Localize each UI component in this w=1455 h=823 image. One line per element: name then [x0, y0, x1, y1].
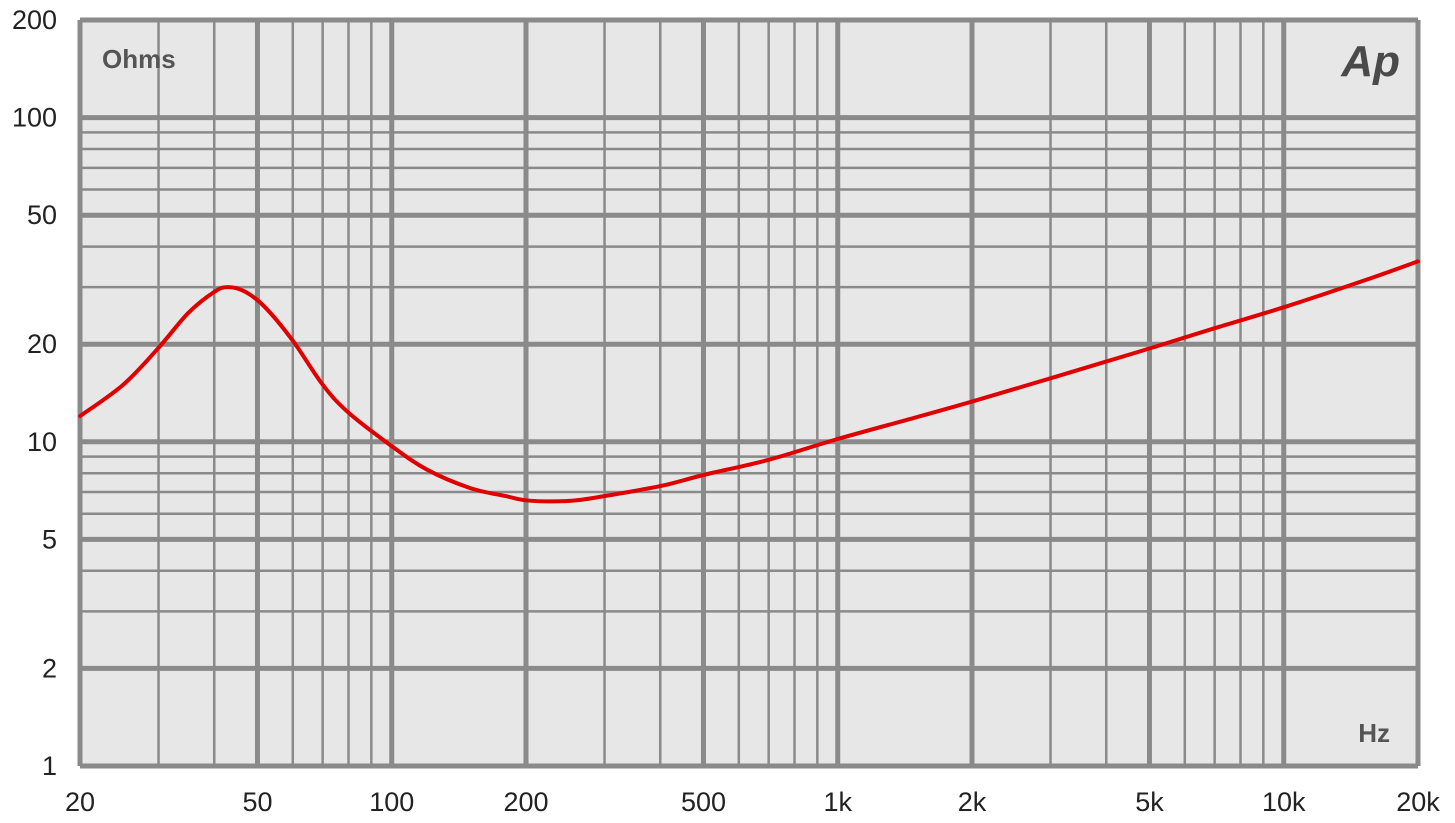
series-layer [78, 259, 1420, 504]
y-tick-label: 20 [27, 329, 57, 359]
y-unit-label: Ohms [102, 44, 176, 74]
y-tick-label: 2 [42, 653, 57, 683]
ap-logo: Ap [1340, 37, 1400, 86]
x-tick-label: 500 [681, 787, 726, 817]
x-unit-label: Hz [1358, 718, 1390, 748]
y-tick-label: 50 [27, 200, 57, 230]
x-tick-label: 20 [65, 787, 95, 817]
x-tick-label: 2k [958, 787, 987, 817]
x-tick-labels: 20 50 100 200 500 1k 2k 5k 10k 20k [65, 787, 1440, 817]
grid-minor [80, 20, 1418, 766]
x-tick-label: 50 [242, 787, 272, 817]
x-tick-label: 200 [503, 787, 548, 817]
y-tick-label: 1 [42, 751, 57, 781]
x-tick-label: 5k [1135, 787, 1164, 817]
plot-background [80, 20, 1418, 766]
x-tick-label: 1k [823, 787, 852, 817]
grid-major [77, 17, 1421, 769]
y-tick-label: 200 [12, 5, 57, 35]
impedance-series-line [78, 259, 1420, 504]
y-tick-label: 100 [12, 103, 57, 133]
x-tick-label: 10k [1262, 787, 1306, 817]
x-tick-label: 100 [369, 787, 414, 817]
y-tick-label: 5 [42, 524, 57, 554]
y-tick-labels: 1 2 5 10 20 50 100 200 [12, 5, 57, 781]
y-tick-label: 10 [27, 427, 57, 457]
x-tick-label: 20k [1396, 787, 1440, 817]
